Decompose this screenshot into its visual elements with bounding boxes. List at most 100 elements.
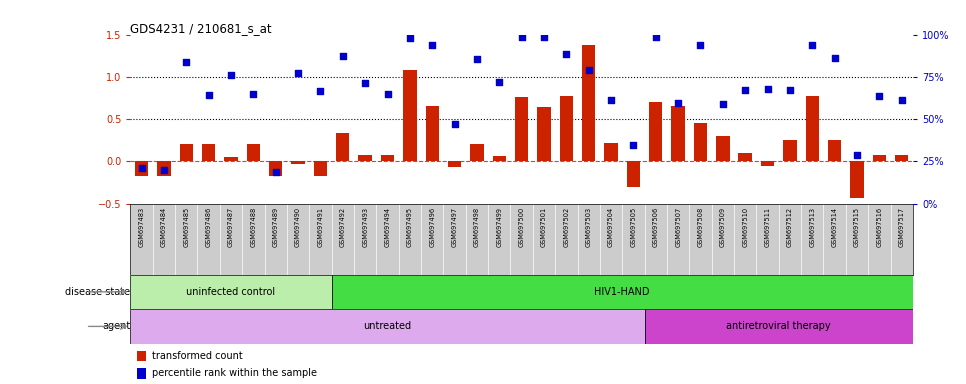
Text: GSM697502: GSM697502 <box>563 207 569 247</box>
Bar <box>761 161 775 166</box>
Text: GSM697491: GSM697491 <box>318 207 324 247</box>
Text: GSM697493: GSM697493 <box>362 207 368 247</box>
Bar <box>515 97 528 161</box>
Bar <box>202 144 215 161</box>
Bar <box>493 156 506 161</box>
Bar <box>872 156 886 161</box>
Point <box>693 41 708 48</box>
Text: GSM697503: GSM697503 <box>585 207 592 247</box>
Point <box>179 60 194 66</box>
Bar <box>403 70 416 161</box>
Point <box>648 34 664 40</box>
Text: GSM697483: GSM697483 <box>138 207 145 247</box>
Bar <box>130 309 644 344</box>
Point <box>134 165 150 171</box>
Bar <box>331 275 913 309</box>
Text: GSM697498: GSM697498 <box>474 207 480 247</box>
Point <box>313 88 328 94</box>
Bar <box>137 368 146 379</box>
Point <box>849 151 865 157</box>
Text: GSM697501: GSM697501 <box>541 207 547 247</box>
Bar <box>224 157 238 161</box>
Point <box>335 53 351 59</box>
Point <box>201 91 216 98</box>
Bar <box>627 161 640 187</box>
Text: GSM697510: GSM697510 <box>742 207 749 247</box>
Text: GSM697485: GSM697485 <box>184 207 189 247</box>
Bar <box>644 309 913 344</box>
Bar <box>716 136 729 161</box>
Bar <box>135 161 149 177</box>
Point <box>782 87 798 93</box>
Text: GSM697504: GSM697504 <box>608 207 614 247</box>
Point <box>447 121 463 127</box>
Text: GSM697488: GSM697488 <box>250 207 256 247</box>
Text: GSM697492: GSM697492 <box>340 207 346 247</box>
Point <box>514 34 529 40</box>
Text: percentile rank within the sample: percentile rank within the sample <box>152 368 317 379</box>
Text: GSM697500: GSM697500 <box>519 207 525 247</box>
Point <box>871 93 887 99</box>
Point <box>291 70 306 76</box>
Bar <box>269 161 282 177</box>
Text: GSM697494: GSM697494 <box>384 207 390 247</box>
Text: agent: agent <box>102 321 130 331</box>
Point <box>402 35 417 41</box>
Point <box>156 167 172 173</box>
Text: GSM697508: GSM697508 <box>697 207 703 247</box>
Text: untreated: untreated <box>363 321 412 331</box>
Bar <box>694 123 707 161</box>
Point <box>492 79 507 85</box>
Point <box>604 98 619 104</box>
Bar <box>358 156 372 161</box>
Text: GSM697499: GSM697499 <box>497 207 502 247</box>
Text: disease state: disease state <box>66 287 130 297</box>
Point <box>737 87 753 93</box>
Text: GSM697515: GSM697515 <box>854 207 860 247</box>
Text: uninfected control: uninfected control <box>186 287 275 297</box>
Text: GSM697486: GSM697486 <box>206 207 212 247</box>
Bar <box>783 140 797 161</box>
Point <box>536 34 552 40</box>
Text: GSM697517: GSM697517 <box>898 207 905 247</box>
Point <box>245 91 261 97</box>
Point <box>670 100 686 106</box>
Point <box>715 101 730 107</box>
Bar <box>292 161 305 164</box>
Bar <box>671 106 685 161</box>
Text: GSM697484: GSM697484 <box>161 207 167 247</box>
Text: GSM697487: GSM697487 <box>228 207 234 247</box>
Bar <box>246 144 260 161</box>
Point <box>469 56 485 62</box>
Bar <box>180 144 193 161</box>
Bar <box>559 96 573 161</box>
Point <box>268 169 283 175</box>
Text: GSM697516: GSM697516 <box>876 207 882 247</box>
Bar <box>605 143 618 161</box>
Text: antiretroviral therapy: antiretroviral therapy <box>726 321 831 331</box>
Point <box>894 98 909 104</box>
Text: GSM697507: GSM697507 <box>675 207 681 247</box>
Bar <box>448 161 462 167</box>
Point <box>760 86 776 93</box>
Bar <box>895 156 908 161</box>
Text: GSM697497: GSM697497 <box>451 207 458 247</box>
Point <box>805 41 820 48</box>
Point <box>223 72 239 78</box>
Text: transformed count: transformed count <box>152 351 242 361</box>
Bar <box>157 161 171 177</box>
Bar <box>582 45 595 161</box>
Bar <box>828 140 841 161</box>
Text: GSM697505: GSM697505 <box>631 207 637 247</box>
Bar <box>381 156 394 161</box>
Point <box>827 55 842 61</box>
Bar <box>470 144 484 161</box>
Bar <box>130 275 331 309</box>
Point <box>581 67 596 73</box>
Bar <box>806 96 819 161</box>
Point <box>380 91 395 97</box>
Text: GSM697511: GSM697511 <box>764 207 771 247</box>
Bar <box>425 106 439 161</box>
Bar <box>738 153 752 161</box>
Text: GSM697489: GSM697489 <box>272 207 279 247</box>
